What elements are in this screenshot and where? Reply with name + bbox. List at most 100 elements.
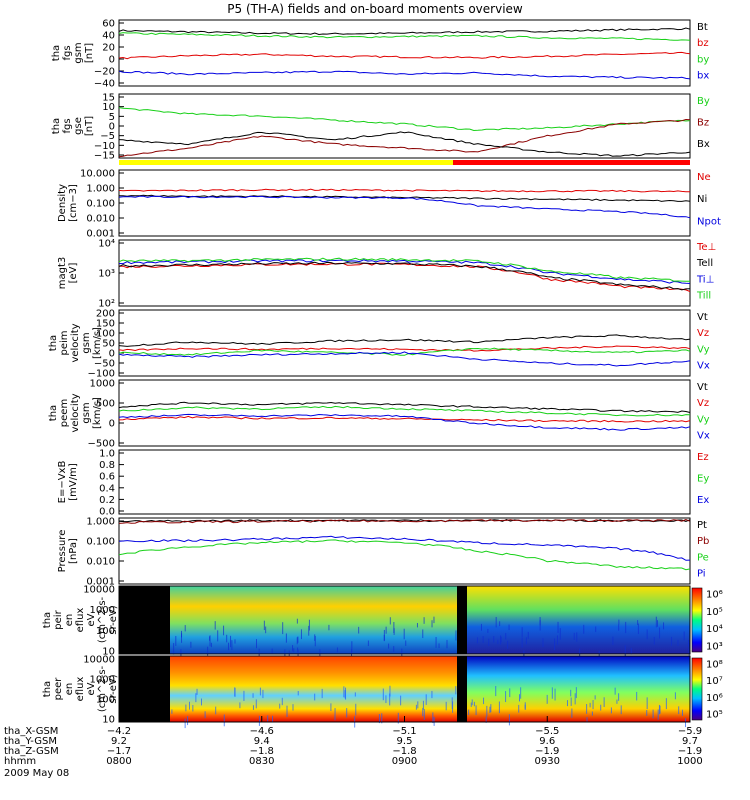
panel-9-ylabel-line: (cm^2-s-: [97, 596, 108, 643]
colorbar-tick: 10⁶: [706, 590, 723, 601]
series-line-bz: [118, 51, 691, 60]
panel-2-ytick: −15: [94, 151, 115, 162]
panel-1-ytick: −40: [94, 79, 115, 90]
mode-bar: [119, 160, 690, 165]
legend-entry: Vx: [697, 431, 710, 442]
panel-1-ylabel-line: fgs: [62, 45, 73, 60]
panel-8-ylabel-line: Pressure: [57, 530, 68, 573]
panel-5-ytick: 100: [96, 329, 115, 340]
ephemeris-value: 9.5: [397, 736, 413, 747]
panel-3-ytick: 1.000: [86, 184, 115, 195]
panel-9-ylabel-line: tha: [42, 612, 53, 628]
panel-5-ylabel-line: peim: [59, 330, 70, 355]
panel-10-ylabel-line: peer: [53, 677, 64, 701]
series-line-Pb: [118, 519, 691, 524]
panel-5-ytick: 50: [102, 339, 115, 350]
mode-bar-segment: [453, 160, 690, 165]
panel-10-ytick: 1000: [90, 675, 115, 686]
panel-4-ylabel-line: [eV]: [68, 263, 79, 284]
legend-entry: Vy: [697, 414, 710, 425]
series-line-Pi: [118, 535, 691, 561]
panel-1-ytick: 20: [102, 43, 115, 54]
ephemeris-value: 0830: [249, 756, 274, 767]
ephemeris-value: −5.9: [678, 726, 702, 737]
panel-10-ylabel-line: tha: [42, 681, 53, 697]
panel-2-ytick: −5: [100, 131, 115, 142]
panel-2-ytick: 10: [102, 102, 115, 113]
series-line-By: [118, 107, 691, 132]
legend-entry: Vz: [697, 398, 709, 409]
legend-entry: Pb: [697, 536, 709, 547]
panel-6-frame: [118, 379, 691, 447]
panel-8: Pressure [nPa] 1.000 0.100 0.010 0.001 Pt Pb Pe P…: [57, 517, 709, 588]
panel-2-ytick: 5: [109, 112, 115, 123]
ephemeris-value: 0930: [535, 756, 560, 767]
panel-10-ylabel-line: (cm^2-s-: [97, 665, 108, 712]
panel-7-ytick: 0.0: [99, 507, 115, 518]
panel-5-ytick: −100: [88, 369, 115, 380]
panel-2-ytick: 15: [102, 93, 115, 104]
colorbar-tick: 10⁵: [706, 607, 723, 618]
spectrogram-block: [170, 656, 457, 722]
legend-entry: Ne: [697, 172, 711, 183]
panel-1-ylabel-line: [nT]: [84, 43, 95, 63]
mode-bar-segment: [119, 160, 453, 165]
panel-3-ylabel-line: Density: [57, 184, 68, 222]
panel-6-ylabel-line: peem: [59, 399, 70, 427]
series-line-Pe: [118, 539, 691, 571]
ephemeris-value: 0900: [392, 756, 417, 767]
panel-5-ylabel-line: [km/s]: [92, 327, 103, 359]
legend-entry: Pi: [697, 569, 706, 580]
legend-entry: bx: [697, 71, 709, 82]
panel-10-ylabel-line: sr-eV): [108, 674, 119, 703]
legend-entry: Ex: [697, 495, 709, 506]
panel-5-ylabel-line: gsm: [81, 332, 92, 353]
series-line-Npot: [118, 195, 691, 219]
panel-4-ytick: 10³: [98, 269, 115, 280]
legend-entry: Ez: [697, 452, 709, 463]
panel-9-ylabel-line: sr-eV): [108, 605, 119, 634]
panel-6-ylabel-line: gsm: [81, 402, 92, 423]
panel-7-ytick: 0.2: [99, 495, 115, 506]
legend-entry: Pt: [697, 520, 707, 531]
series-line-Vt: [118, 334, 691, 347]
colorbar: [691, 587, 703, 653]
legend-entry: Vt: [697, 382, 708, 393]
panel-9-frame: [118, 585, 691, 655]
panel-4-ylabel-line: magt3: [57, 257, 68, 290]
series-line-Vy: [118, 405, 691, 417]
panel-6-ylabel-line: [km/s]: [92, 397, 103, 429]
panel-7-ylabel-line: [mV/m]: [68, 463, 79, 501]
series-line-Bz: [118, 118, 691, 158]
panel-8-ytick: 0.100: [86, 537, 115, 548]
panel-10: tha peer en eflux eV (cm^2-s-sr-eV) 10000 1000 1…: [42, 655, 723, 729]
panel-9-ylabel-line: en: [64, 614, 75, 627]
series-line-Te⊥: [118, 262, 691, 292]
panel-3-ytick: 0.010: [86, 214, 115, 225]
panel-5-ytick: 0: [109, 349, 115, 360]
spectrogram-gap: [119, 656, 170, 722]
ephemeris-value: −1.9: [678, 746, 702, 757]
legend-entry: Bz: [697, 117, 709, 128]
panel-9-ytick: 1000: [90, 605, 115, 616]
panel-3-ytick: 0.100: [86, 199, 115, 210]
panel-7-ytick: 0.6: [99, 472, 115, 483]
panel-2-ylabel-line: [nT]: [84, 116, 95, 136]
panel-5-frame: [118, 309, 691, 377]
panel-8-ytick: 0.010: [86, 557, 115, 568]
panel-1-ytick: 0: [109, 55, 115, 66]
panel-1-ytick: −20: [94, 67, 115, 78]
panel-9-ytick: 10000: [83, 585, 115, 596]
panel-9-ylabel-line: eV: [86, 613, 97, 626]
ephemeris-value: 9.6: [539, 736, 555, 747]
series-line-Till: [118, 257, 691, 282]
panel-9-ytick: 10: [102, 647, 115, 658]
panel-2-ylabel-line: gse: [73, 117, 84, 135]
series-line-Ne: [118, 188, 690, 193]
series-line-Vz: [118, 345, 691, 352]
ephemeris-value: 9.2: [111, 736, 127, 747]
panel-2-ylabel-line: tha: [51, 118, 62, 134]
panel-5-ytick: −50: [94, 359, 115, 370]
legend-entry: Vx: [697, 361, 710, 372]
